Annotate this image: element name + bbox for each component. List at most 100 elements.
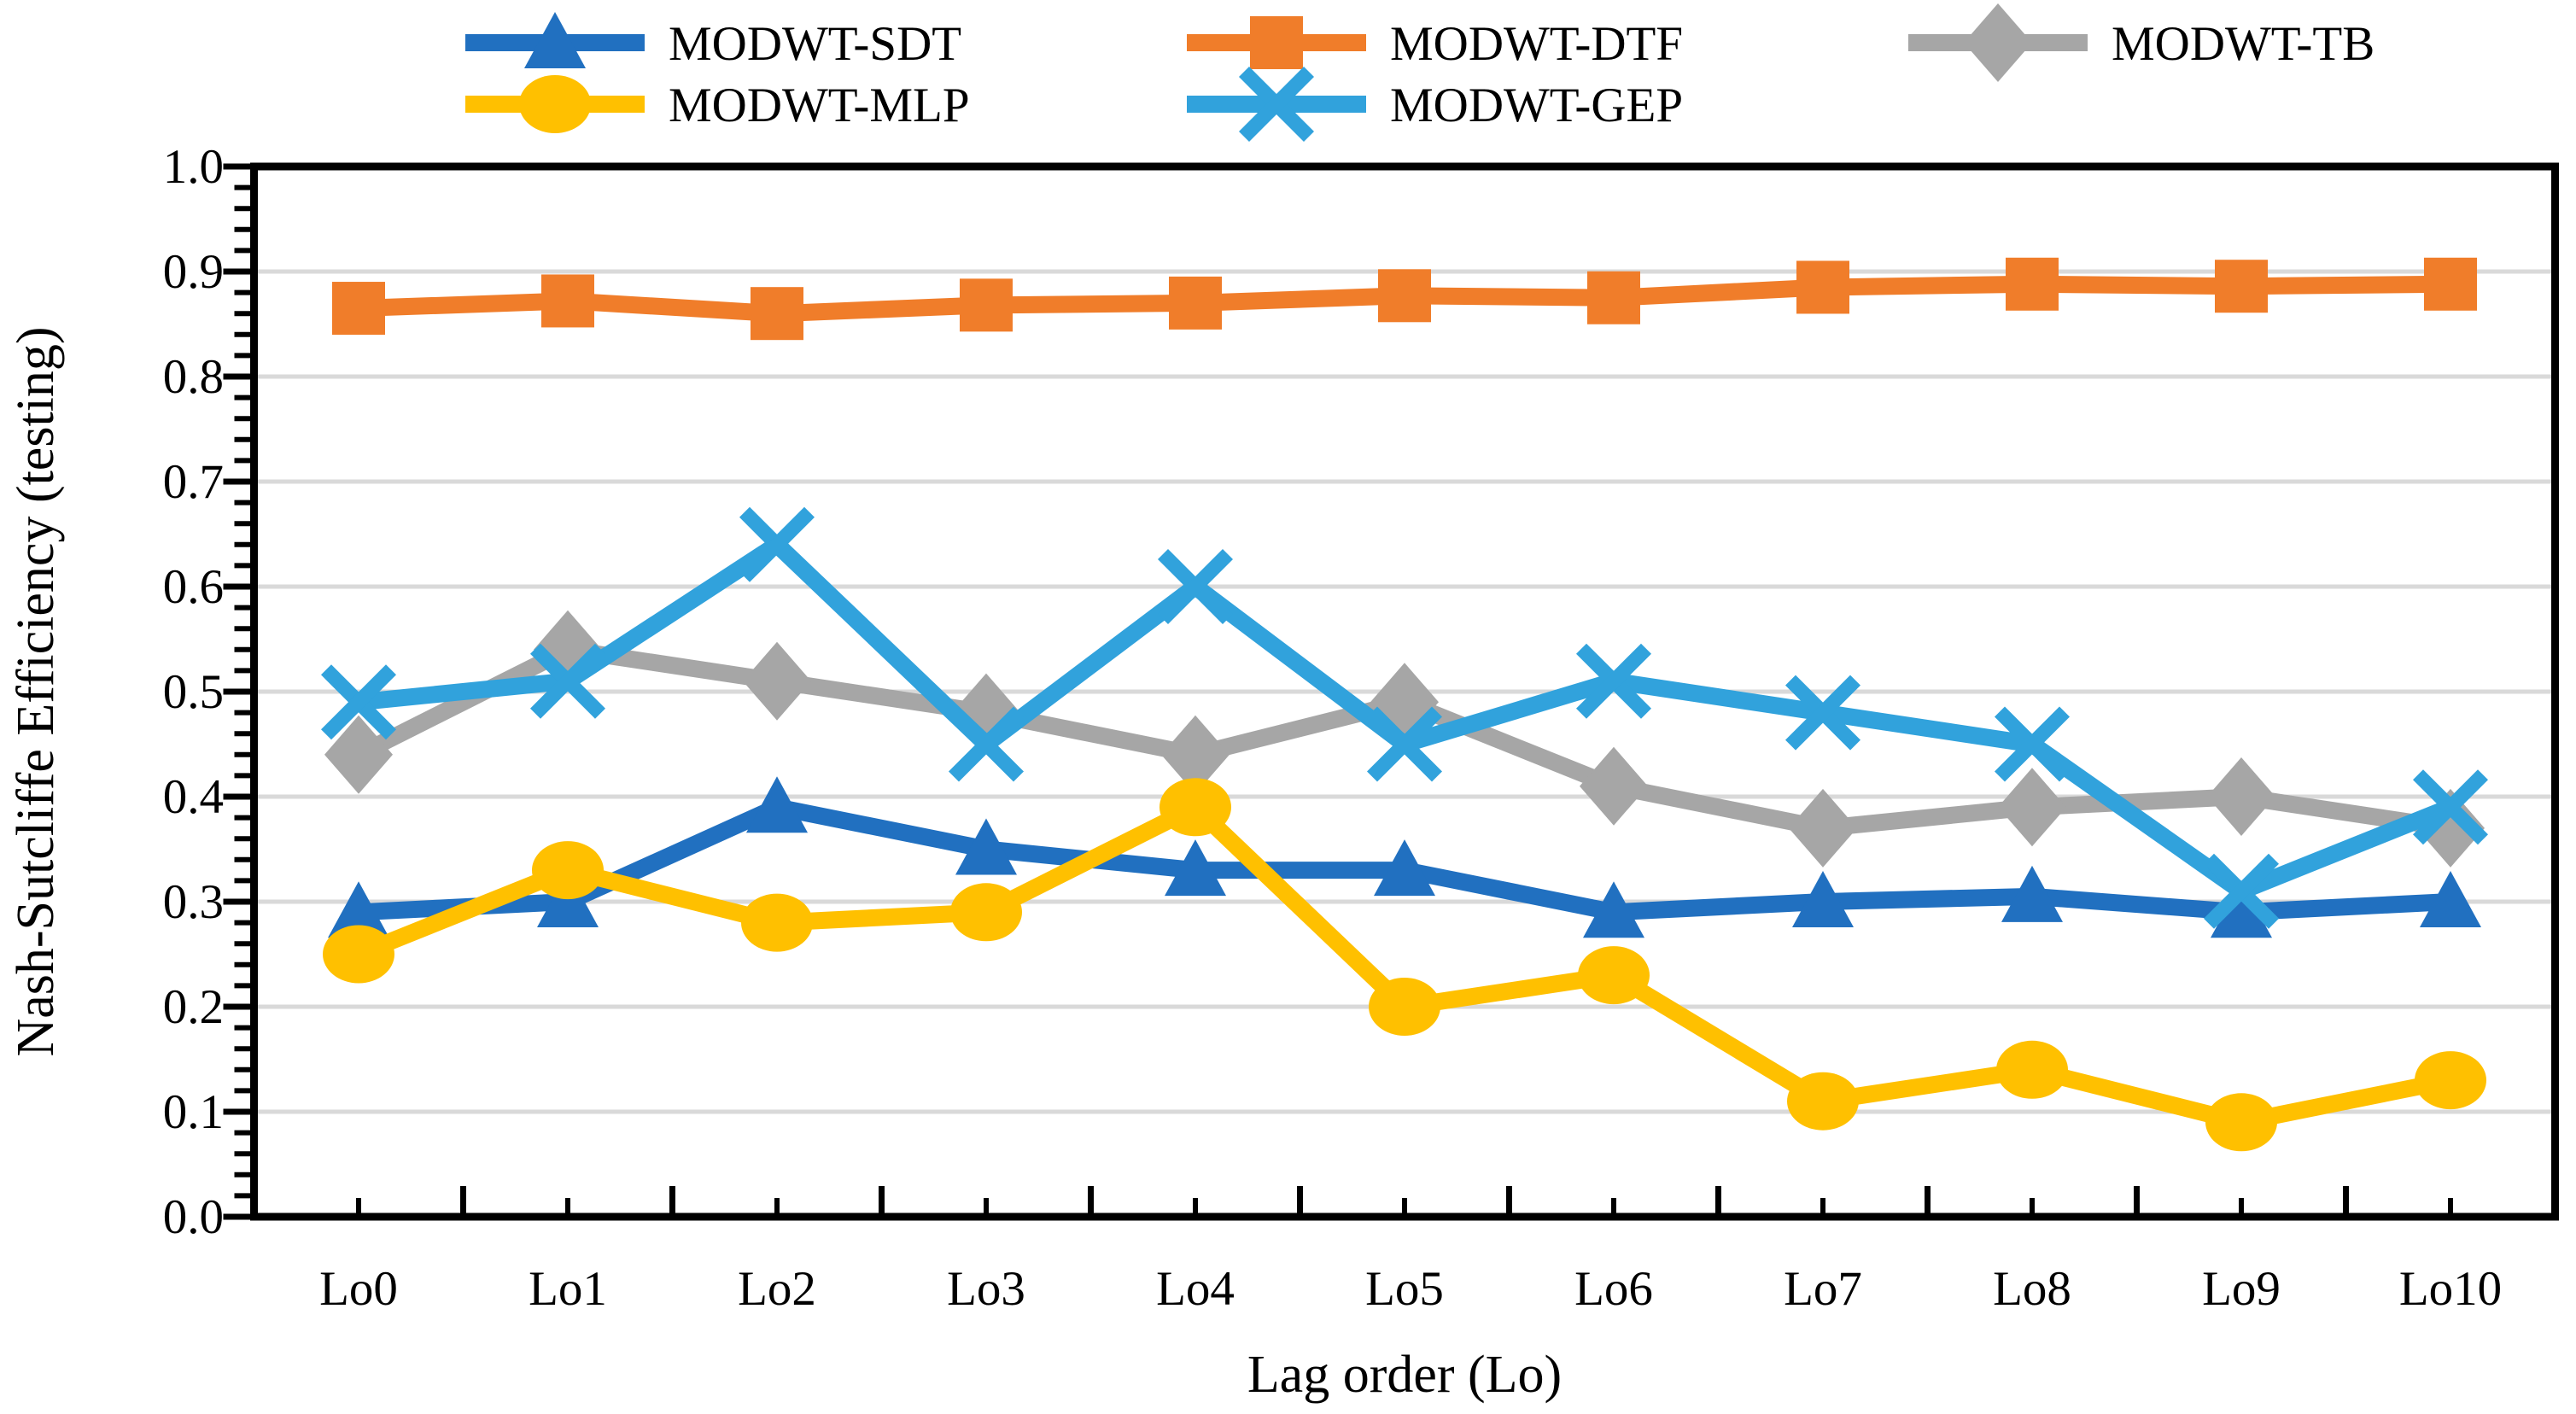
- marker-modwt-sdt-lo7: [1792, 871, 1854, 927]
- marker-modwt-mlp-lo10: [2415, 1051, 2486, 1110]
- marker-modwt-dtf-lo1: [541, 274, 594, 328]
- marker-modwt-sdt-lo3: [955, 818, 1017, 875]
- y-tick-label: 0.7: [163, 455, 224, 509]
- marker-modwt-gep-lo1: [529, 643, 606, 719]
- marker-modwt-sdt-lo0: [328, 881, 389, 938]
- y-tick-label: 0.1: [163, 1085, 224, 1139]
- marker-modwt-gep-lo3: [948, 706, 1025, 782]
- x-tick-label: Lo8: [1993, 1262, 2071, 1316]
- tick-labels: 0.0 0.1 0.2 0.3 0.4 0.5 0.6 0.7 0.8 0.9 1.0 Lo0 Lo1 L…: [163, 140, 2502, 1316]
- marker-modwt-mlp-lo8: [1996, 1040, 2068, 1099]
- x-tick-label: Lo0: [319, 1262, 398, 1316]
- legend-item-modwt-dtf: MODWT-DTF: [1187, 16, 1683, 71]
- series-layer: [320, 257, 2489, 1152]
- y-tick-label: 1.0: [163, 140, 224, 194]
- y-tick-label: 0.5: [163, 665, 224, 719]
- series-modwt-mlp: [323, 778, 2486, 1152]
- legend-item-modwt-sdt: MODWT-SDT: [465, 12, 961, 71]
- marker-modwt-dtf-lo8: [2006, 257, 2059, 311]
- marker-modwt-dtf-lo3: [960, 278, 1013, 332]
- x-tick-label: Lo10: [2399, 1262, 2502, 1316]
- y-tick-label: 0.0: [163, 1190, 224, 1244]
- x-tick-label: Lo5: [1365, 1262, 1444, 1316]
- marker-modwt-gep-lo2: [739, 506, 815, 582]
- legend-label: MODWT-SDT: [669, 17, 961, 71]
- marker-modwt-mlp-lo3: [950, 883, 1022, 942]
- marker-modwt-dtf-lo6: [1587, 271, 1640, 324]
- marker-modwt-tb-lo6: [1580, 746, 1648, 826]
- axis-ticks: [223, 163, 2558, 1220]
- series-modwt-dtf: [332, 257, 2477, 341]
- marker-modwt-mlp-lo4: [1159, 778, 1231, 837]
- marker-modwt-tb-lo0: [324, 715, 393, 794]
- marker-modwt-sdt-lo4: [1165, 839, 1226, 897]
- y-tick-label: 0.2: [163, 980, 224, 1034]
- plot-border: [250, 162, 2559, 1221]
- marker-modwt-mlp-lo5: [1369, 978, 1440, 1036]
- marker-modwt-sdt-lo9: [2211, 881, 2272, 938]
- legend-marker-square: [1250, 16, 1303, 69]
- y-tick-label: 0.3: [163, 875, 224, 929]
- legend-item-modwt-mlp: MODWT-MLP: [465, 75, 970, 133]
- marker-modwt-mlp-lo6: [1578, 946, 1650, 1005]
- x-tick-label: Lo7: [1784, 1262, 1862, 1316]
- marker-modwt-tb-lo4: [1161, 715, 1230, 794]
- marker-modwt-mlp-lo0: [323, 925, 394, 984]
- marker-modwt-sdt-lo10: [2420, 871, 2481, 927]
- marker-modwt-dtf-lo4: [1169, 276, 1222, 330]
- marker-modwt-dtf-lo10: [2424, 257, 2477, 311]
- marker-modwt-sdt-lo2: [746, 776, 808, 833]
- marker-modwt-gep-lo4: [1157, 548, 1234, 625]
- marker-modwt-dtf-lo5: [1378, 269, 1431, 323]
- series-modwt-sdt: [328, 776, 2481, 938]
- series-modwt-gep: [320, 506, 2489, 929]
- legend-label: MODWT-DTF: [1390, 17, 1683, 71]
- legend-item-modwt-gep: MODWT-GEP: [1187, 66, 1683, 143]
- x-axis-title: Lag order (Lo): [1247, 1346, 1562, 1404]
- marker-modwt-gep-lo5: [1366, 706, 1443, 782]
- legend-marker-diamond: [1964, 3, 2032, 82]
- legend: MODWT-SDT MODWT-DTF MODWT-TB MODWT-MLP MODWT…: [465, 3, 2374, 143]
- legend-label: MODWT-MLP: [669, 79, 970, 132]
- x-tick-label: Lo4: [1156, 1262, 1235, 1316]
- y-axis-title: Nash-Sutcliffe Efficiency (testing): [7, 326, 65, 1056]
- marker-modwt-mlp-lo7: [1787, 1072, 1859, 1131]
- marker-modwt-gep-lo9: [2203, 853, 2280, 929]
- legend-label: MODWT-TB: [2112, 17, 2374, 71]
- y-tick-label: 0.6: [163, 560, 224, 614]
- marker-modwt-sdt-lo6: [1583, 881, 1644, 938]
- y-tick-label: 0.9: [163, 245, 224, 299]
- marker-modwt-tb-lo8: [1998, 768, 2066, 847]
- marker-modwt-dtf-lo2: [751, 287, 803, 341]
- marker-modwt-gep-lo10: [2412, 769, 2489, 845]
- x-tick-label: Lo6: [1574, 1262, 1653, 1316]
- marker-modwt-sdt-lo5: [1374, 839, 1435, 897]
- x-tick-label: Lo3: [947, 1262, 1025, 1316]
- legend-marker-x: [1238, 66, 1315, 143]
- marker-modwt-mlp-lo1: [532, 841, 604, 900]
- marker-modwt-gep-lo6: [1575, 643, 1652, 719]
- marker-modwt-dtf-lo0: [332, 282, 385, 336]
- x-tick-label: Lo1: [529, 1262, 607, 1316]
- x-tick-label: Lo2: [738, 1262, 816, 1316]
- legend-marker-circle: [519, 75, 591, 133]
- x-tick-label: Lo9: [2202, 1262, 2281, 1316]
- marker-modwt-mlp-lo9: [2205, 1093, 2277, 1152]
- legend-item-modwt-tb: MODWT-TB: [1908, 3, 2374, 82]
- marker-modwt-gep-lo7: [1785, 675, 1861, 751]
- marker-modwt-mlp-lo2: [741, 893, 813, 952]
- legend-marker-triangle: [524, 12, 586, 68]
- y-tick-label: 0.4: [163, 770, 224, 824]
- marker-modwt-tb-lo9: [2207, 757, 2275, 836]
- legend-label: MODWT-GEP: [1390, 79, 1683, 132]
- marker-modwt-tb-lo7: [1789, 788, 1857, 868]
- marker-modwt-tb-lo2: [743, 641, 811, 721]
- marker-modwt-dtf-lo7: [1796, 260, 1849, 314]
- marker-modwt-gep-lo8: [1994, 706, 2071, 782]
- y-tick-label: 0.8: [163, 350, 224, 404]
- marker-modwt-gep-lo0: [320, 664, 397, 740]
- marker-modwt-dtf-lo9: [2215, 260, 2268, 313]
- marker-modwt-sdt-lo8: [2001, 865, 2063, 922]
